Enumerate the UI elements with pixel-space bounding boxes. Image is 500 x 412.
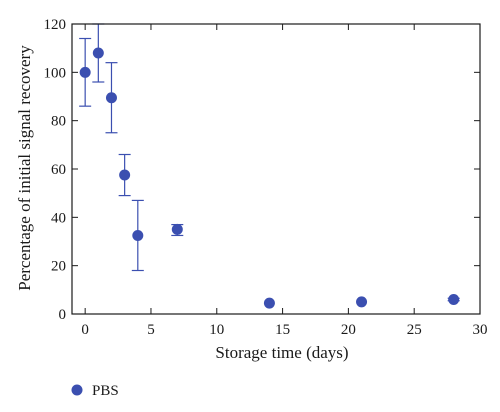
data-point xyxy=(263,297,275,309)
plot-area xyxy=(79,23,460,309)
x-tick-label: 25 xyxy=(407,322,422,338)
y-axis-label: Percentage of initial signal recovery xyxy=(15,45,34,291)
y-tick-label: 0 xyxy=(59,307,67,323)
x-tick-label: 30 xyxy=(473,322,488,338)
x-tick-label: 15 xyxy=(275,322,290,338)
y-tick-label: 80 xyxy=(51,114,66,130)
y-tick-label: 100 xyxy=(44,65,67,81)
legend-marker xyxy=(71,384,83,396)
axes: 0 5 10 15 20 25 30 0 20 40 60 80 100 120 xyxy=(44,17,488,338)
x-tick-label: 20 xyxy=(341,322,356,338)
legend: PBS xyxy=(71,383,119,399)
data-point xyxy=(132,229,144,241)
data-point xyxy=(92,47,104,59)
y-tick-label: 40 xyxy=(51,210,66,226)
data-point xyxy=(356,296,368,308)
data-point xyxy=(79,66,91,78)
y-tick-label: 120 xyxy=(44,17,67,33)
y-tick-label: 60 xyxy=(51,162,66,178)
x-tick-label: 10 xyxy=(209,322,224,338)
y-tick-label: 20 xyxy=(51,259,66,275)
data-point xyxy=(119,169,131,181)
data-point xyxy=(171,223,183,235)
x-tick-label: 0 xyxy=(81,322,89,338)
x-tick-label: 5 xyxy=(147,322,155,338)
data-point xyxy=(105,92,117,104)
x-axis-label: Storage time (days) xyxy=(215,343,348,362)
data-point xyxy=(448,294,460,305)
legend-label: PBS xyxy=(92,383,119,399)
